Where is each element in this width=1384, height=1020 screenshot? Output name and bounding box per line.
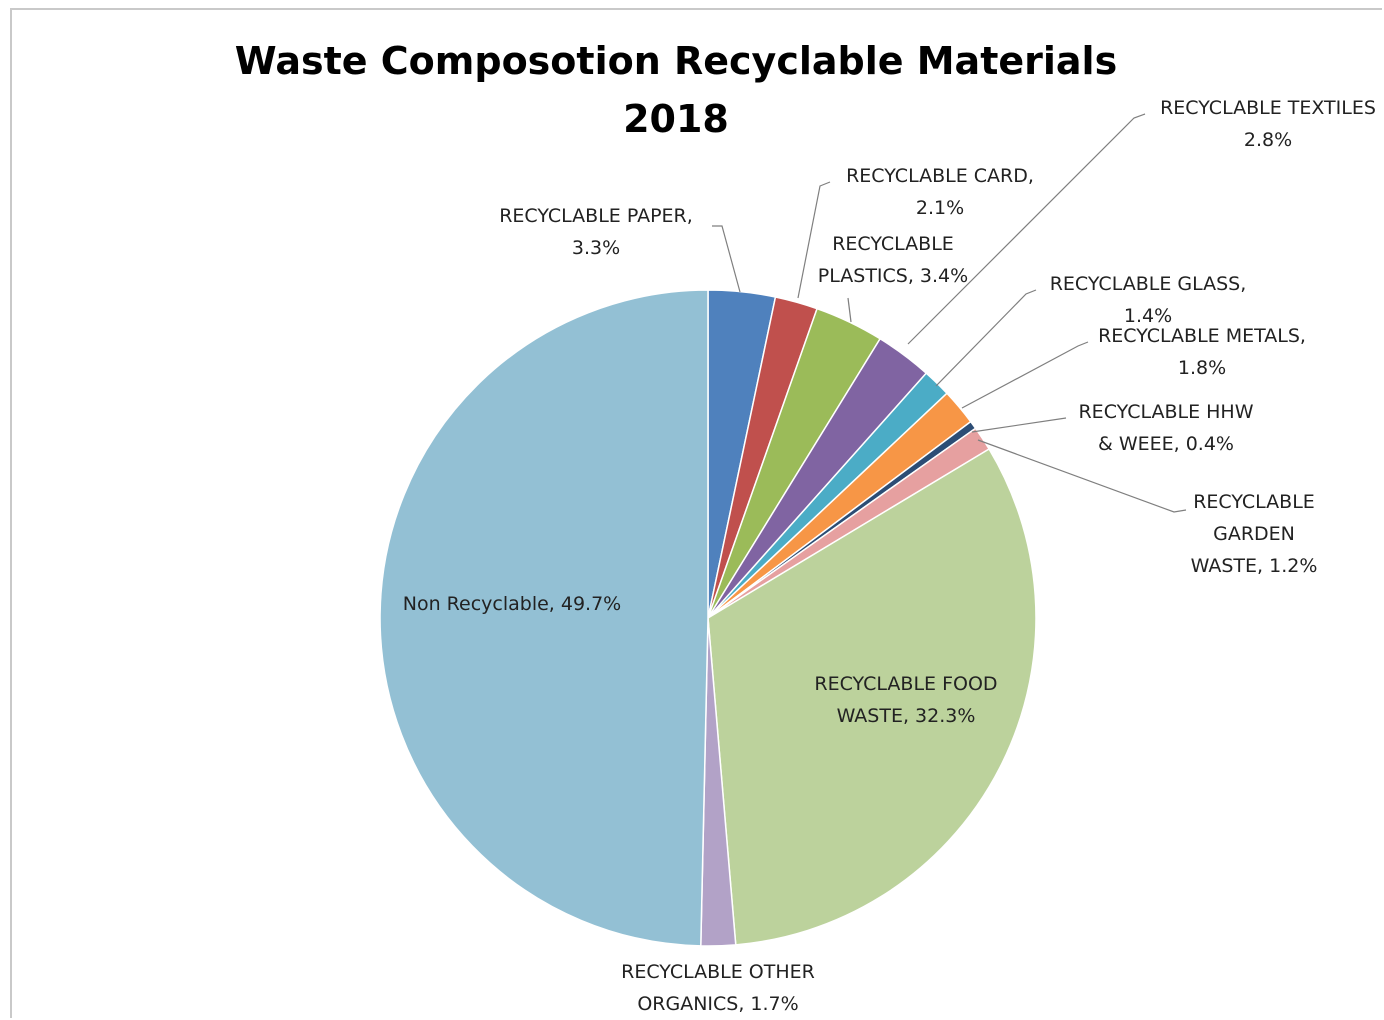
leader-line [971, 417, 1067, 433]
data-label-line: WASTE, 1.2% [1191, 555, 1318, 577]
data-label-line: 2.1% [916, 197, 964, 219]
data-label: RECYCLABLE FOOD WASTE, 32.3% [814, 673, 997, 727]
data-label: RECYCLABLE CARD, 2.1% [846, 165, 1034, 219]
data-label-line: GARDEN [1213, 523, 1295, 545]
data-label-line: & WEEE, 0.4% [1098, 433, 1234, 455]
chart-title: Waste Composotion Recyclable Materials 2… [235, 39, 1117, 141]
data-label-line: RECYCLABLE GLASS, [1050, 273, 1247, 295]
leader-line [847, 297, 852, 323]
data-label-line: 1.8% [1178, 357, 1226, 379]
leader-line [977, 439, 1187, 513]
data-labels: RECYCLABLE PAPER, 3.3% RECYCLABLE CARD, 2.1… [403, 97, 1376, 1015]
data-label-line: Non Recyclable, 49.7% [403, 593, 621, 615]
leader-line [935, 289, 1037, 387]
chart-title-line-1: Waste Composotion Recyclable Materials [235, 39, 1117, 83]
data-label-line: RECYCLABLE HHW [1078, 401, 1253, 423]
data-label-line: RECYCLABLE FOOD [814, 673, 997, 695]
pie-slice-recyclable-food-waste [707, 447, 1037, 946]
leader-line [907, 113, 1146, 345]
data-label: RECYCLABLE PAPER, 3.3% [499, 205, 693, 259]
data-label-line: PLASTICS, 3.4% [818, 265, 968, 287]
data-label-line: RECYCLABLE [832, 233, 954, 255]
leader-lines [712, 113, 1187, 513]
data-label: RECYCLABLE GLASS, 1.4% [1050, 273, 1247, 327]
data-label: RECYCLABLE METALS, 1.8% [1098, 325, 1306, 379]
data-label-line: 3.3% [572, 237, 620, 259]
leader-line [961, 341, 1089, 409]
data-label: Non Recyclable, 49.7% [403, 593, 621, 615]
data-label-line: RECYCLABLE TEXTILES [1160, 97, 1376, 119]
data-label-line: RECYCLABLE OTHER [621, 961, 815, 983]
leader-line [797, 181, 831, 299]
data-label: RECYCLABLE HHW & WEEE, 0.4% [1078, 401, 1253, 455]
data-label-line: RECYCLABLE METALS, [1098, 325, 1306, 347]
data-label: RECYCLABLE OTHER ORGANICS, 1.7% [621, 961, 815, 1015]
data-label-line: ORGANICS, 1.7% [637, 993, 798, 1015]
data-label: RECYCLABLE PLASTICS, 3.4% [818, 233, 968, 287]
data-label: RECYCLABLE TEXTILES 2.8% [1160, 97, 1376, 151]
data-label-line: RECYCLABLE CARD, [846, 165, 1034, 187]
data-label: RECYCLABLE GARDEN WASTE, 1.2% [1191, 491, 1318, 577]
data-label-line: 2.8% [1244, 129, 1292, 151]
data-label-line: 1.4% [1124, 305, 1172, 327]
chart-title-line-2: 2018 [623, 97, 729, 141]
pie-slices [379, 289, 1037, 947]
leader-line [712, 225, 741, 293]
data-label-line: WASTE, 32.3% [837, 705, 976, 727]
pie-slice-non-recyclable [379, 289, 709, 947]
data-label-line: RECYCLABLE [1193, 491, 1315, 513]
data-label-line: RECYCLABLE PAPER, [499, 205, 693, 227]
